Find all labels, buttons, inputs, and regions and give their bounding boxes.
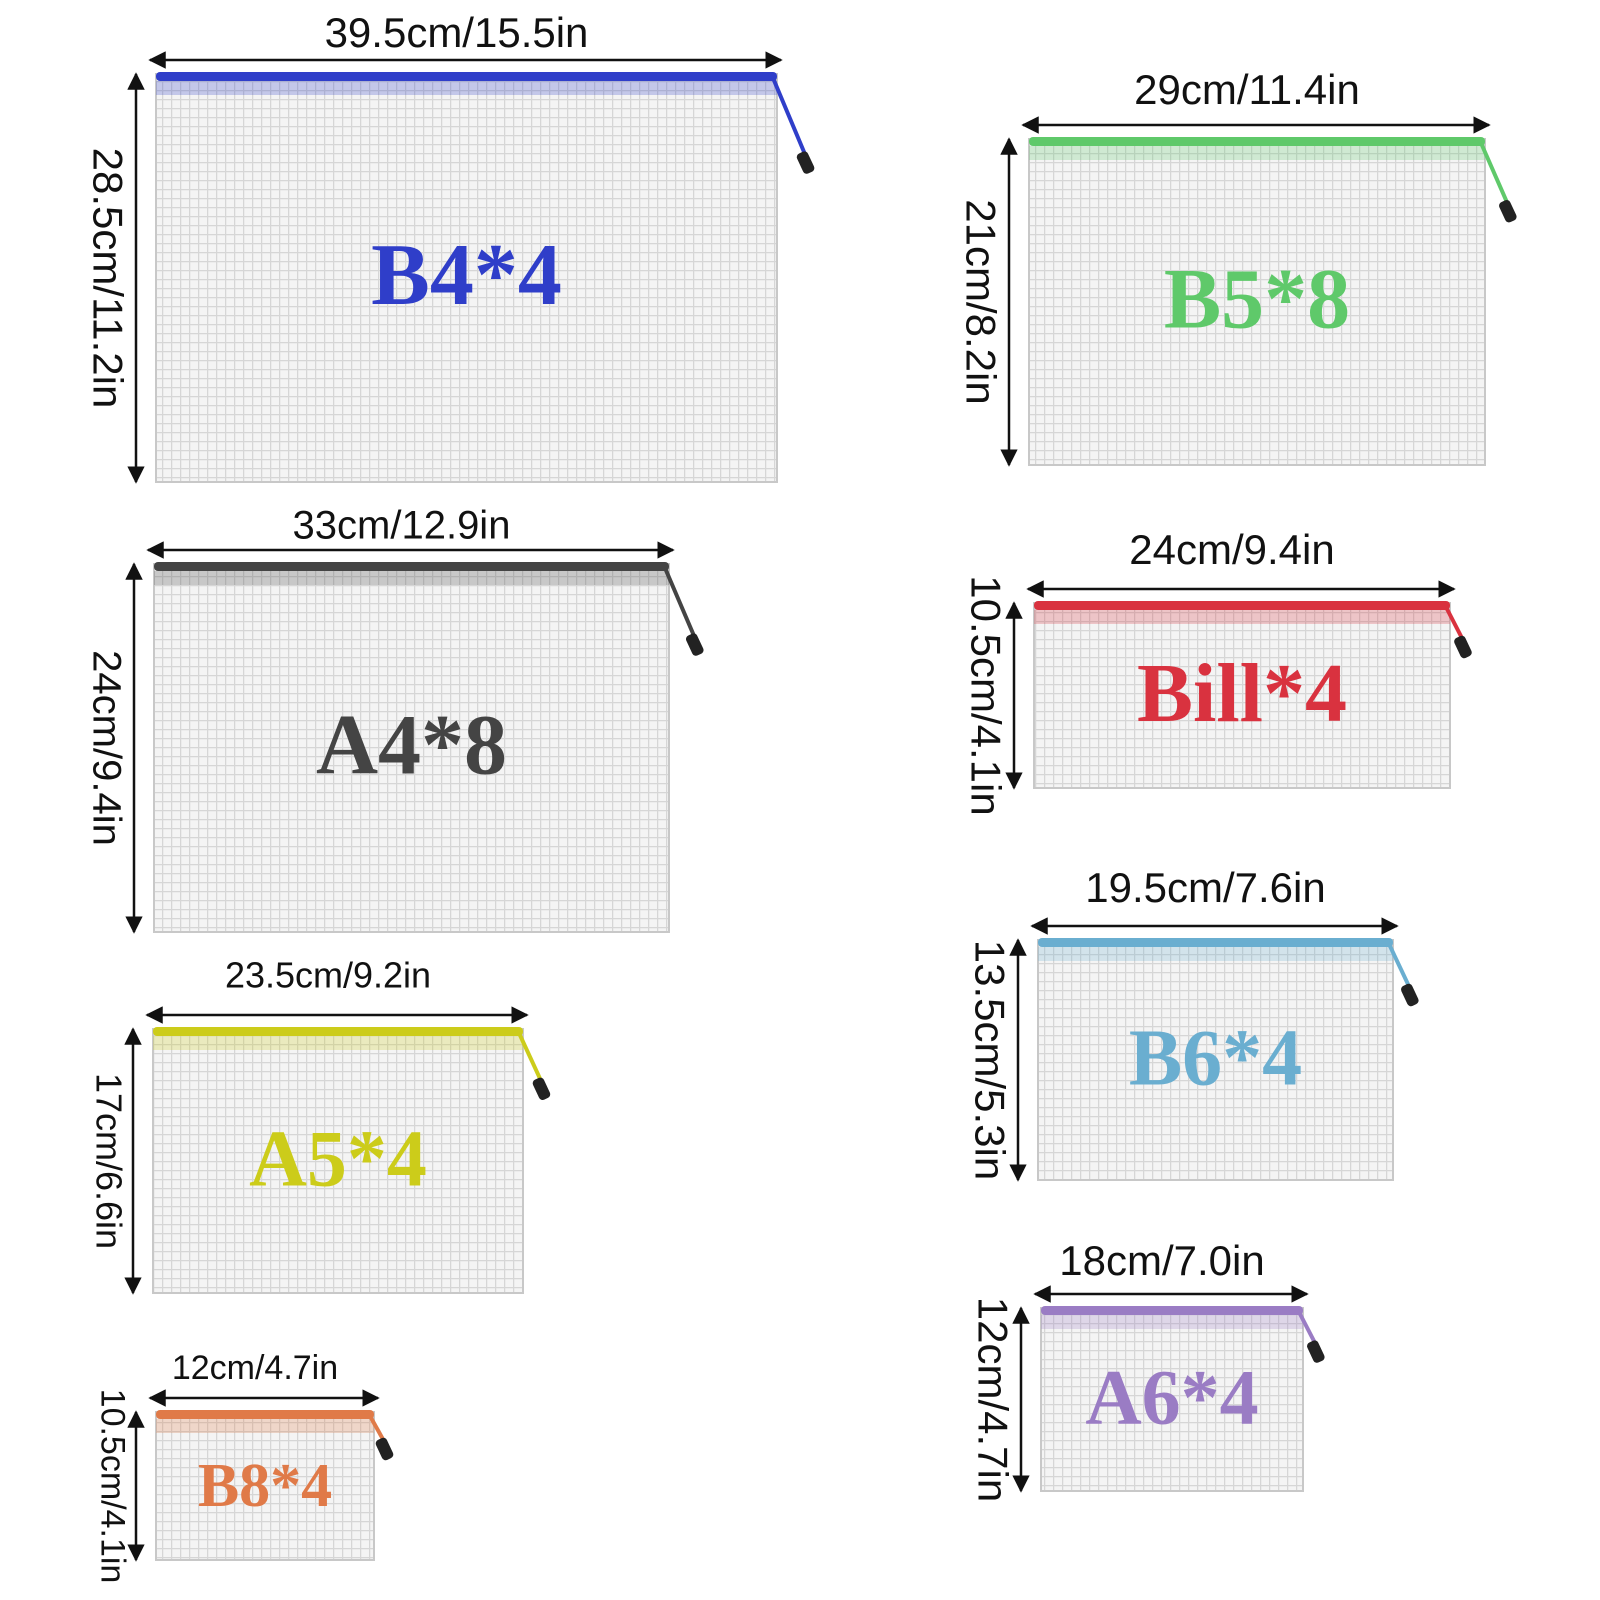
pouch-label: A4*8 — [316, 697, 507, 793]
zipper-pull — [1454, 635, 1472, 659]
zipper-cord — [368, 1415, 387, 1443]
pouch-label: B6*4 — [1129, 1014, 1302, 1102]
pouch: A5*4 23.5cm/9.2in 17cm/6.6in — [88, 955, 551, 1295]
zipper-band — [156, 81, 777, 95]
height-label: 24cm/9.4in — [84, 650, 128, 846]
zipper-pull — [796, 151, 815, 174]
width-label: 12cm/4.7in — [172, 1349, 338, 1387]
width-label: 23.5cm/9.2in — [225, 955, 431, 996]
zipper — [1034, 601, 1450, 610]
zipper-band — [1034, 610, 1450, 624]
zipper-cord — [1479, 142, 1510, 206]
pouch-label: A5*4 — [249, 1115, 427, 1203]
zipper-pull — [532, 1077, 551, 1100]
zipper — [1038, 938, 1393, 947]
zipper-band — [1038, 947, 1393, 961]
zipper — [1029, 137, 1485, 146]
pouch: B5*8 29cm/11.4in 21cm/8.2in — [957, 66, 1517, 467]
pouch-body — [1040, 1307, 1304, 1492]
height-label: 28.5cm/11.2in — [84, 148, 131, 409]
zipper-cord — [1297, 1311, 1318, 1346]
zipper-band — [154, 571, 669, 585]
pouch-body — [152, 1028, 524, 1294]
zipper — [156, 1410, 374, 1419]
width-label: 39.5cm/15.5in — [325, 9, 589, 56]
zipper-band — [153, 1036, 523, 1050]
pouch-body — [155, 73, 778, 483]
pouch: B6*4 19.5cm/7.6in 13.5cm/5.3in — [966, 864, 1419, 1182]
pouch-label: B4*4 — [371, 227, 562, 324]
pouch-body — [1033, 602, 1451, 789]
zipper-pull — [375, 1437, 394, 1461]
height-label: 21cm/8.2in — [957, 199, 1004, 404]
zipper-pull — [1401, 983, 1419, 1007]
height-label: 13.5cm/5.3in — [966, 940, 1013, 1180]
pouch-label: B5*8 — [1164, 251, 1350, 347]
pouch: A6*4 18cm/7.0in 12cm/4.7in — [969, 1237, 1325, 1502]
pouch: B8*4 12cm/4.7in 10.5cm/4.1in — [94, 1349, 394, 1584]
height-label: 10.5cm/4.1in — [962, 575, 1009, 815]
pouch-label: A6*4 — [1085, 1353, 1258, 1440]
width-label: 33cm/12.9in — [293, 504, 511, 548]
zipper-cord — [517, 1032, 544, 1083]
zipper — [156, 72, 777, 81]
zipper-cord — [771, 77, 808, 157]
zipper-cord — [663, 567, 697, 639]
zipper-pull — [685, 633, 704, 656]
zipper — [153, 1027, 523, 1036]
zipper — [1041, 1306, 1303, 1315]
zipper-pull — [1499, 200, 1517, 223]
height-label: 17cm/6.6in — [88, 1073, 129, 1249]
zipper-cord — [1387, 943, 1412, 989]
zipper-band — [1029, 146, 1485, 160]
zipper-pull — [1307, 1340, 1325, 1363]
height-label: 12cm/4.7in — [969, 1297, 1016, 1502]
pouch-body — [153, 563, 670, 933]
width-label: 24cm/9.4in — [1129, 526, 1334, 573]
height-label: 10.5cm/4.1in — [94, 1389, 132, 1584]
zipper-band — [156, 1419, 374, 1433]
pouch: B4*4 39.5cm/15.5in 28.5cm/11.2in — [84, 9, 815, 484]
width-label: 19.5cm/7.6in — [1085, 864, 1325, 911]
pouch-label: B8*4 — [198, 1452, 332, 1520]
pouch-body — [155, 1411, 375, 1561]
zipper — [154, 562, 669, 571]
pouch: A4*8 33cm/12.9in 24cm/9.4in — [84, 504, 704, 934]
pouch: Bill*4 24cm/9.4in 10.5cm/4.1in — [962, 526, 1472, 816]
width-label: 29cm/11.4in — [1134, 66, 1360, 113]
pouch-label: Bill*4 — [1137, 647, 1347, 740]
pouch-body — [1037, 939, 1394, 1181]
width-label: 18cm/7.0in — [1059, 1237, 1264, 1284]
zipper-cord — [1444, 606, 1465, 641]
zipper-band — [1041, 1315, 1303, 1329]
